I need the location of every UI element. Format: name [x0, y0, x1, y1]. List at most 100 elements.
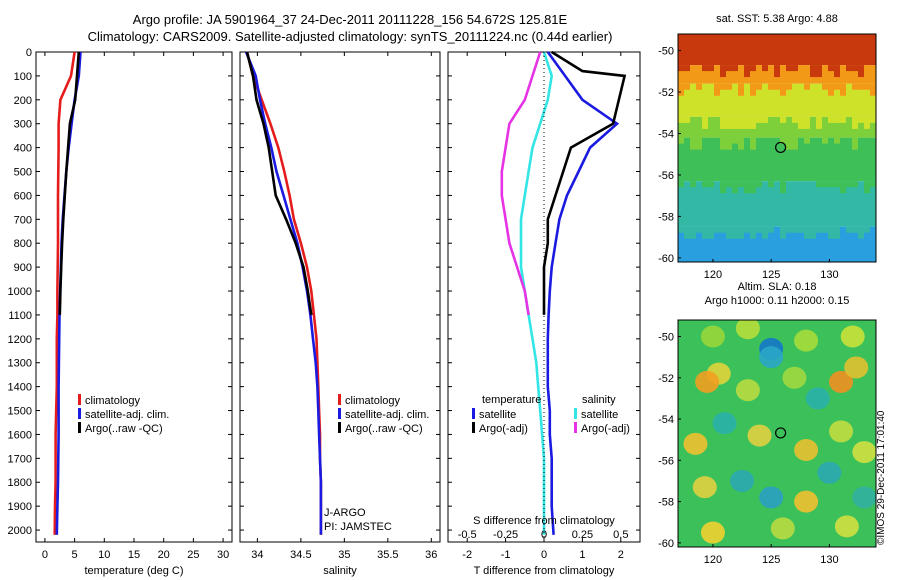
depth-tick-label: 2000 [8, 525, 32, 537]
sst_map-pixel [864, 83, 870, 90]
difference-series-3 [500, 51, 542, 316]
sst_map-pixel [702, 65, 708, 72]
depth-tick-label: 700 [14, 214, 32, 226]
sla_map-ytick-label: -58 [658, 497, 674, 509]
sst_map-pixel [762, 65, 768, 72]
sla_map-anomaly-blob [700, 521, 725, 544]
sst_map-pixel [780, 226, 786, 239]
sla_map-anomaly-blob [735, 379, 760, 402]
difference-legend-label: Argo(-adj) [479, 423, 528, 435]
sst_map-pixel [684, 116, 690, 123]
sla_map-ytick-label: -54 [658, 414, 674, 426]
sst_map-pixel [702, 226, 708, 239]
sst_map-pixel [774, 83, 780, 90]
sst_map-pixel [810, 65, 816, 78]
sst_map-pixel [702, 116, 708, 129]
sst_map-pixel [852, 181, 858, 188]
temperature-series-0 [53, 51, 76, 535]
sst_map-pixel [858, 226, 864, 239]
sst_map-pixel [828, 181, 834, 188]
sla_map-anomaly-blob [794, 329, 819, 352]
sst_map-pixel [792, 116, 798, 123]
sst_map-pixel [750, 116, 756, 129]
sst_map-pixel [708, 65, 714, 72]
salinity-xlabel: salinity [323, 565, 357, 577]
sst_map-pixel [786, 137, 792, 150]
sst_map-pixel [726, 116, 732, 129]
sst_map-pixel [732, 65, 738, 72]
salinity-legend-label: climatology [345, 395, 401, 407]
sst_map-pixel [720, 83, 726, 90]
sst_map-pixel [804, 226, 810, 239]
sst_map-pixel [870, 181, 876, 188]
sla_map-anomaly-blob [730, 469, 755, 492]
difference-xtick-label: -1 [501, 549, 511, 561]
sst_map-pixel [828, 65, 834, 72]
sst_map-pixel [852, 83, 858, 90]
sst_map-pixel [780, 83, 786, 96]
sst_map-ytick-label: -56 [658, 170, 674, 182]
sla_map-anomaly-blob [735, 320, 760, 340]
sst_map-pixel [726, 65, 732, 72]
sst_map-pixel [732, 181, 738, 194]
sst_map-pixel [828, 226, 834, 239]
depth-tick-label: 200 [14, 95, 32, 107]
sst_map-pixel [678, 65, 684, 72]
sst_map-pixel [840, 181, 846, 194]
difference-top-xtick-label: 0.25 [572, 529, 593, 541]
temperature-xlabel: temperature (deg C) [84, 565, 183, 577]
sst_map-band [678, 181, 876, 227]
sla_map-anomaly-blob [794, 490, 819, 513]
sst_map-pixel [858, 116, 864, 123]
depth-tick-label: 1300 [8, 358, 32, 370]
depth-tick-label: 100 [14, 71, 32, 83]
salinity-series-2 [245, 51, 313, 316]
sst_map-pixel [744, 116, 750, 129]
temperature-legend-swatch [78, 422, 81, 433]
salinity-legend-label: satellite-adj. clim. [345, 409, 429, 421]
sla_map-xtick-label: 125 [762, 554, 780, 566]
sla_map-anomaly-blob [695, 370, 720, 393]
sla_map-anomaly-blob [759, 346, 784, 369]
difference-legend-title: salinity [582, 394, 616, 406]
temperature-xtick-label: 0 [42, 549, 48, 561]
difference-legend-swatch [574, 422, 577, 433]
salinity-legend-label: Argo(..raw -QC) [345, 423, 423, 435]
depth-tick-label: 1100 [8, 310, 32, 322]
sst_map-pixel [816, 181, 822, 188]
sst_map-pixel [708, 226, 714, 239]
sst_map-pixel [828, 83, 834, 96]
depth-tick-label: 1600 [8, 429, 32, 441]
sst_map-pixel [852, 65, 858, 72]
depth-tick-label: 1700 [8, 453, 32, 465]
sst_map-pixel [696, 137, 702, 150]
difference-legend-swatch [472, 408, 475, 419]
difference-series-0 [546, 51, 620, 535]
sst_map-pixel [696, 226, 702, 233]
depth-tick-label: 1400 [8, 382, 32, 394]
sst_map-pixel [870, 83, 876, 96]
salinity-annotation: J-ARGO [324, 507, 366, 519]
sst_map-pixel [756, 116, 762, 123]
sst_map-pixel [858, 83, 864, 90]
sst_map-xtick-label: 120 [704, 269, 722, 281]
sst_map-band [678, 34, 876, 66]
sst_map-pixel [690, 226, 696, 239]
sst_map-pixel [720, 181, 726, 194]
temperature-xtick-label: 15 [128, 549, 140, 561]
sst_map-pixel [678, 181, 684, 188]
sst_map-pixel [714, 83, 720, 96]
depth-tick-label: 1000 [8, 286, 32, 298]
sst_map-pixel [798, 116, 804, 129]
sst_map-pixel [738, 137, 744, 150]
sla_map-anomaly-blob [759, 486, 784, 509]
sst_map-ytick-label: -50 [658, 46, 674, 58]
sla_map-anomaly-blob [852, 486, 876, 509]
sla_map-anomaly-blob [700, 325, 725, 348]
sst_map-pixel [804, 137, 810, 144]
depth-tick-label: 500 [14, 167, 32, 179]
sst_map-pixel [720, 137, 726, 150]
depth-tick-label: 800 [14, 238, 32, 250]
difference-top-xtick-label: -0.5 [458, 529, 477, 541]
sst_map-ytick-label: -58 [658, 211, 674, 223]
